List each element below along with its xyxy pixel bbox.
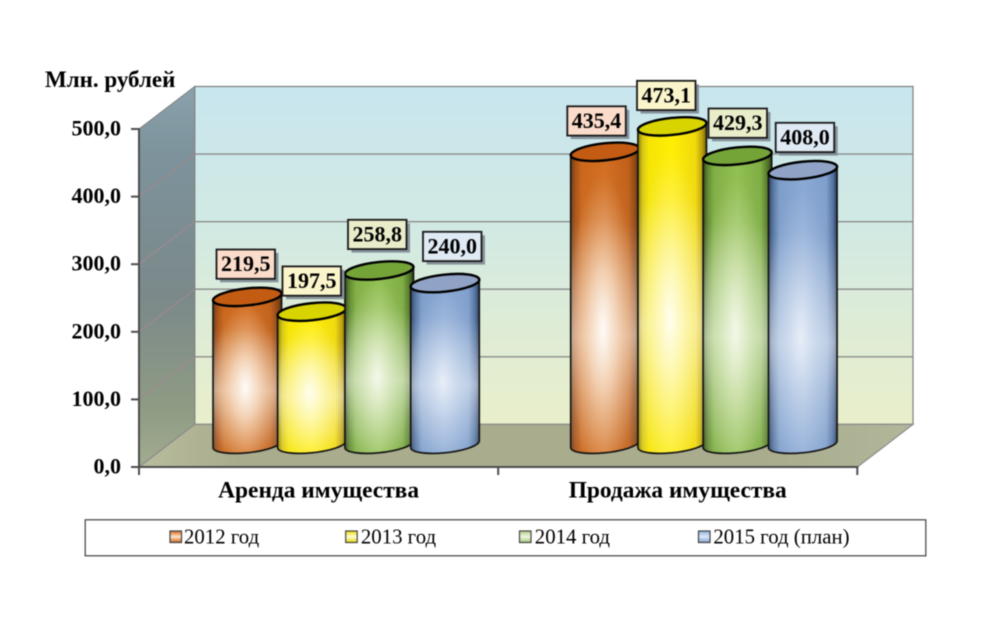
svg-text:Млн. рублей: Млн. рублей bbox=[45, 67, 175, 92]
svg-text:408,0: 408,0 bbox=[780, 124, 830, 149]
svg-text:0,0: 0,0 bbox=[94, 454, 122, 479]
svg-text:473,1: 473,1 bbox=[642, 82, 692, 107]
svg-text:429,3: 429,3 bbox=[713, 110, 763, 135]
svg-text:258,8: 258,8 bbox=[353, 221, 403, 246]
svg-text:Аренда имущества: Аренда имущества bbox=[218, 478, 419, 504]
svg-text:100,0: 100,0 bbox=[72, 386, 122, 411]
svg-text:197,5: 197,5 bbox=[287, 268, 337, 293]
svg-text:2014 год: 2014 год bbox=[535, 526, 611, 549]
svg-text:400,0: 400,0 bbox=[72, 183, 122, 208]
svg-text:500,0: 500,0 bbox=[72, 116, 122, 141]
svg-text:Продажа имущества: Продажа имущества bbox=[569, 478, 787, 504]
svg-text:200,0: 200,0 bbox=[72, 318, 122, 343]
svg-text:2012 год: 2012 год bbox=[184, 526, 260, 549]
svg-text:219,5: 219,5 bbox=[221, 251, 271, 276]
svg-text:435,4: 435,4 bbox=[572, 108, 622, 133]
svg-text:2015 год (план): 2015 год (план) bbox=[713, 526, 849, 549]
svg-text:240,0: 240,0 bbox=[428, 233, 478, 258]
svg-text:2013 год: 2013 год bbox=[361, 526, 437, 549]
svg-text:300,0: 300,0 bbox=[72, 251, 122, 276]
